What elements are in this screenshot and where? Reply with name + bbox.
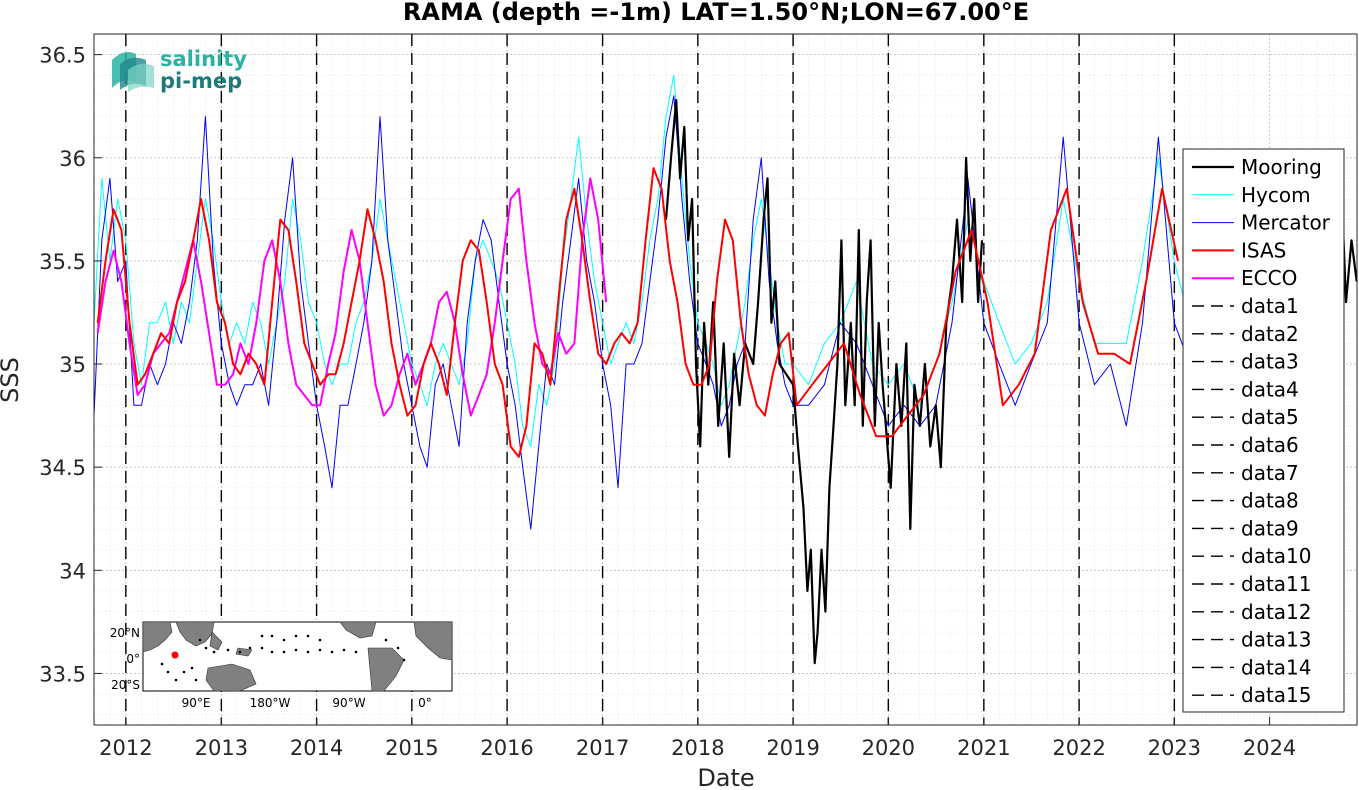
y-tick-label-33.5: 33.5 <box>39 662 86 686</box>
legend: Mooring Hycom Mercator ISAS ECCO data1 data2 da… <box>1182 148 1345 713</box>
legend-item-data6: data6 <box>1192 433 1299 457</box>
legend-label: data10 <box>1241 544 1312 568</box>
map-lat-label-20s: 20°S <box>111 678 140 692</box>
series-line-hycom <box>93 74 1191 447</box>
legend-label: ISAS <box>1241 238 1286 262</box>
x-axis-ticks: 2012 2013 2014 2015 2016 2017 2018 2019 2020 2021… <box>99 717 1296 760</box>
legend-box <box>1182 148 1345 713</box>
x-tick-label-2016: 2016 <box>480 736 533 760</box>
year-marker-lines <box>125 34 1176 725</box>
x-axis-label: Date <box>697 764 754 790</box>
legend-item-data11: data11 <box>1192 572 1312 596</box>
logo-waves-icon <box>112 52 154 92</box>
legend-label: data4 <box>1241 377 1299 401</box>
legend-label: data8 <box>1241 489 1299 513</box>
legend-label: data6 <box>1241 433 1299 457</box>
y-tick-label-35.5: 35.5 <box>39 250 86 274</box>
salinity-pi-mep-logo: salinity pi-mep <box>112 47 247 93</box>
station-location-marker <box>171 651 179 659</box>
legend-item-data15: data15 <box>1192 683 1312 707</box>
map-lat-label-0: 0° <box>126 652 140 666</box>
x-tick-label-2021: 2021 <box>957 736 1010 760</box>
series-line-isas <box>96 167 1179 458</box>
legend-label: data13 <box>1241 628 1312 652</box>
map-lon-label-90w: 90°W <box>332 696 365 710</box>
x-tick-label-2015: 2015 <box>385 736 438 760</box>
x-tick-label-2022: 2022 <box>1052 736 1105 760</box>
series-line-mercator <box>93 95 1191 530</box>
x-tick-label-2018: 2018 <box>671 736 724 760</box>
legend-item-data8: data8 <box>1192 489 1299 513</box>
legend-label: data14 <box>1241 655 1312 679</box>
legend-label: data1 <box>1241 294 1299 318</box>
legend-item-ecco: ECCO <box>1192 266 1297 290</box>
legend-label: ECCO <box>1241 266 1297 290</box>
logo-text-salinity: salinity <box>160 47 247 71</box>
legend-item-hycom: Hycom <box>1192 183 1311 207</box>
legend-label: data7 <box>1241 461 1299 485</box>
x-tick-label-2024: 2024 <box>1243 736 1296 760</box>
legend-item-data14: data14 <box>1192 655 1312 679</box>
legend-item-mercator: Mercator <box>1192 211 1331 235</box>
legend-label: data5 <box>1241 405 1299 429</box>
inset-location-map: 20°N 0° 20°S 90°E 180°W 90°W 0° <box>110 621 453 710</box>
x-tick-label-2019: 2019 <box>766 736 819 760</box>
legend-item-data9: data9 <box>1192 516 1299 540</box>
mooring-array-dots <box>160 634 406 682</box>
legend-item-data4: data4 <box>1192 377 1299 401</box>
y-tick-label-36: 36 <box>59 147 86 171</box>
y-tick-label-35: 35 <box>59 353 86 377</box>
legend-label: data12 <box>1241 600 1312 624</box>
logo-text-pi-mep: pi-mep <box>160 69 242 93</box>
legend-item-data10: data10 <box>1192 544 1312 568</box>
y-tick-label-34.5: 34.5 <box>39 456 86 480</box>
x-tick-label-2017: 2017 <box>576 736 629 760</box>
legend-item-mooring: Mooring <box>1192 155 1322 179</box>
legend-item-data5: data5 <box>1192 405 1299 429</box>
legend-label: Hycom <box>1241 183 1311 207</box>
map-lat-label-20n: 20°N <box>110 626 140 640</box>
x-tick-label-2020: 2020 <box>862 736 915 760</box>
legend-label: data3 <box>1241 350 1299 374</box>
legend-label: data9 <box>1241 516 1299 540</box>
x-tick-label-2014: 2014 <box>290 736 343 760</box>
map-lon-label-90e: 90°E <box>182 696 211 710</box>
x-tick-label-2013: 2013 <box>195 736 248 760</box>
map-lon-label-0: 0° <box>418 696 432 710</box>
legend-label: data11 <box>1241 572 1312 596</box>
y-axis-ticks: 33.5 34 34.5 35 35.5 36 36.5 <box>39 44 102 686</box>
map-lon-label-180w: 180°W <box>250 696 291 710</box>
plot-frame <box>93 33 1358 726</box>
chart-title: RAMA (depth =-1m) LAT=1.50°N;LON=67.00°E <box>403 0 1029 26</box>
legend-item-data7: data7 <box>1192 461 1299 485</box>
y-tick-label-36.5: 36.5 <box>39 44 86 68</box>
series-line-ecco <box>96 177 608 417</box>
legend-item-data2: data2 <box>1192 322 1299 346</box>
y-tick-label-34: 34 <box>59 559 86 583</box>
legend-item-data12: data12 <box>1192 600 1312 624</box>
x-tick-label-2012: 2012 <box>99 736 152 760</box>
legend-label: Mooring <box>1241 155 1322 179</box>
legend-item-isas: ISAS <box>1192 238 1286 262</box>
legend-item-data13: data13 <box>1192 628 1312 652</box>
legend-label: data15 <box>1241 683 1312 707</box>
legend-label: Mercator <box>1241 211 1331 235</box>
map-land <box>142 621 453 692</box>
legend-item-data3: data3 <box>1192 350 1299 374</box>
data-series <box>93 74 1358 665</box>
y-axis-label: SSS <box>0 357 24 403</box>
legend-item-data1: data1 <box>1192 294 1299 318</box>
x-tick-label-2023: 2023 <box>1148 736 1201 760</box>
legend-label: data2 <box>1241 322 1299 346</box>
